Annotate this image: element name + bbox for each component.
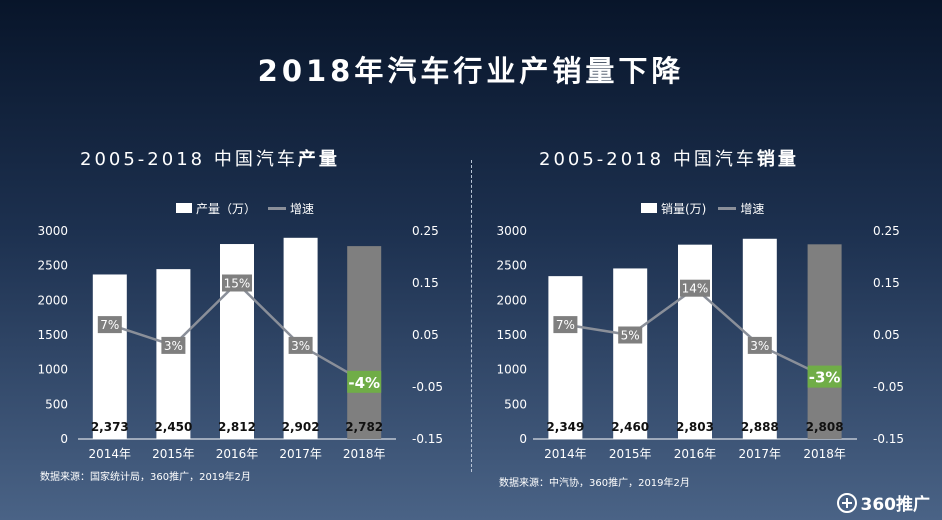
growth-label-box — [288, 336, 313, 354]
production-chart-panel: 2005-2018 中国汽车产量 产量（万） 增速 0 500 1000 1500 20… — [37, 145, 443, 483]
growth-label: -4% — [348, 374, 380, 392]
growth-label-box — [747, 336, 772, 354]
x-tick-label: 2016年 — [674, 447, 717, 461]
bar — [807, 244, 842, 439]
y-tick-label: 2500 — [37, 259, 68, 273]
sales-chart-title: 2005-2018 中国汽车销量 — [539, 145, 799, 171]
growth-label-box — [347, 370, 382, 393]
bar-value-label: 2,450 — [154, 420, 192, 434]
y-tick-label: 2500 — [496, 259, 527, 273]
y-tick-label: 3000 — [37, 224, 68, 238]
plus-circle-icon — [836, 492, 857, 513]
legend-line-swatch — [718, 206, 737, 210]
growth-label-box — [618, 326, 643, 344]
y2-tick-label: 0.05 — [873, 328, 900, 342]
y-tick-label: 3000 — [496, 224, 527, 238]
bar-value-label: 2,349 — [546, 420, 584, 434]
growth-label: 14% — [682, 282, 709, 296]
y2-tick-label: 0.15 — [873, 276, 900, 290]
growth-label: 3% — [164, 339, 183, 353]
growth-label: -3% — [809, 369, 841, 387]
legend-line-label: 增速 — [290, 201, 315, 216]
bar-value-label: 2,888 — [741, 420, 779, 434]
x-tick-label: 2014年 — [544, 447, 587, 461]
y-tick-label: 0 — [60, 432, 68, 446]
y-tick-label: 1000 — [37, 363, 68, 377]
sales-chart-panel: 2005-2018 中国汽车销量 销量(万) 增速 0 500 1000 1500 20… — [471, 0, 942, 520]
production-source-note: 数据来源：国家统计局，360推广，2019年2月 — [40, 472, 251, 483]
x-tick-label: 2018年 — [343, 447, 386, 461]
bar-value-label: 2,373 — [91, 420, 129, 434]
growth-label-box — [97, 316, 122, 334]
growth-label-box — [222, 274, 252, 292]
growth-label-box — [807, 365, 842, 388]
bar-value-label: 2,812 — [218, 420, 256, 434]
sales-legend: 销量(万) 增速 — [641, 200, 764, 216]
growth-label: 5% — [621, 329, 640, 343]
production-legend: 产量（万） 增速 — [176, 200, 314, 216]
production-chart-plot: 0 500 1000 1500 2000 2500 3000 -0.15 -0.05 0.05 0.… — [37, 224, 443, 461]
bar — [347, 246, 382, 439]
bar-value-label: 2,808 — [806, 420, 844, 434]
growth-label: 15% — [224, 277, 251, 291]
y-tick-label: 500 — [504, 397, 527, 411]
growth-label-box — [680, 279, 710, 297]
bar — [613, 268, 648, 439]
x-tick-label: 2015年 — [152, 447, 195, 461]
brand-logo-text: 360推广 — [860, 495, 931, 515]
page-title: 2018年汽车行业产销量下降 — [257, 54, 685, 88]
y-tick-label: 2000 — [496, 293, 527, 307]
y2-tick-label: 0.25 — [412, 224, 439, 238]
x-tick-label: 2018年 — [803, 447, 846, 461]
brand-logo: 360推广 — [836, 490, 931, 515]
sales-title-emphasis: 销量 — [756, 149, 799, 170]
panel-divider — [471, 160, 472, 472]
y2-tick-label: 0.05 — [412, 328, 439, 342]
growth-label-box — [553, 316, 578, 334]
x-tick-label: 2017年 — [279, 447, 322, 461]
sales-title-prefix: 2005-2018 中国汽车 — [539, 149, 757, 170]
legend-bar-swatch — [176, 203, 192, 213]
y-tick-label: 500 — [45, 397, 68, 411]
sales-chart-plot: 0 500 1000 1500 2000 2500 3000 -0.15 -0.05 0.05 0.… — [496, 224, 904, 461]
x-tick-label: 2016年 — [216, 447, 259, 461]
x-tick-label: 2014年 — [89, 447, 132, 461]
growth-label-box — [161, 336, 186, 354]
y-tick-label: 0 — [519, 432, 527, 446]
bar — [92, 274, 127, 439]
growth-label: 3% — [750, 339, 769, 353]
y2-tick-label: 0.25 — [873, 224, 900, 238]
y-tick-label: 2000 — [37, 293, 68, 307]
y2-tick-label: -0.15 — [873, 432, 904, 446]
production-title-emphasis: 产量 — [297, 149, 340, 170]
y2-tick-label: -0.15 — [412, 432, 443, 446]
sales-source-note: 数据来源：中汽协，360推广，2019年2月 — [499, 478, 690, 489]
y2-tick-label: -0.05 — [412, 380, 443, 394]
legend-bar-label: 产量（万） — [196, 201, 257, 216]
bar — [678, 244, 712, 439]
y2-tick-label: 0.15 — [412, 276, 439, 290]
growth-label: 7% — [100, 318, 119, 332]
bar-value-label: 2,902 — [282, 420, 320, 434]
bar-value-label: 2,782 — [345, 420, 383, 434]
y-tick-label: 1500 — [37, 328, 68, 342]
x-tick-label: 2015年 — [609, 447, 652, 461]
x-tick-label: 2017年 — [739, 447, 782, 461]
growth-label: 7% — [556, 318, 575, 332]
bar-value-label: 2,803 — [676, 420, 714, 434]
legend-bar-label: 销量(万) — [661, 201, 707, 216]
production-chart-title: 2005-2018 中国汽车产量 — [80, 145, 340, 171]
y-tick-label: 1000 — [496, 363, 527, 377]
legend-line-label: 增速 — [740, 201, 765, 216]
bar — [548, 276, 583, 439]
growth-label: 3% — [291, 339, 310, 353]
y2-tick-label: -0.05 — [873, 380, 904, 394]
legend-bar-swatch — [641, 203, 657, 213]
bar — [220, 244, 254, 439]
y-tick-label: 1500 — [496, 328, 527, 342]
bar-value-label: 2,460 — [611, 420, 649, 434]
bar — [156, 269, 191, 439]
production-title-prefix: 2005-2018 中国汽车 — [80, 149, 298, 170]
legend-line-swatch — [268, 206, 287, 210]
